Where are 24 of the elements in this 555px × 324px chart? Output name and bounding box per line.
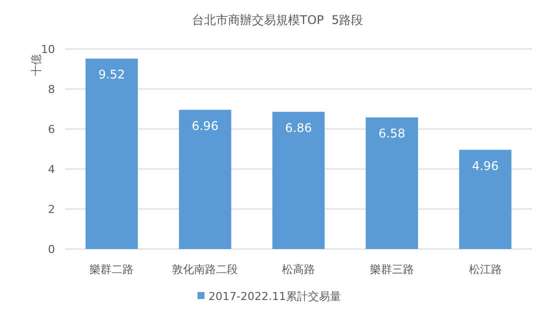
y-tick-label: 6 [48,123,55,136]
data-label: 6.86 [285,120,312,135]
data-label: 6.58 [378,126,406,140]
y-tick-label: 10 [41,43,55,56]
legend-label: 2017-2022.11累計交易量 [208,290,341,303]
bar [86,58,138,249]
bar [366,117,418,249]
bar [459,150,512,249]
data-label: 9.52 [98,68,126,82]
y-tick-label: 4 [48,163,55,176]
x-tick-label: 樂群三路 [370,263,414,276]
x-tick-label: 松高路 [282,263,315,276]
y-tick-label: 0 [48,243,55,256]
x-tick-label: 松江路 [468,263,502,276]
data-label: 6.96 [192,118,218,133]
x-tick-label: 敦化南路二段 [172,263,238,276]
y-tick-label: 2 [48,203,55,216]
bar [178,110,232,249]
bar [272,112,325,249]
x-tick-label: 樂群二路 [90,263,134,276]
y-tick-label: 8 [48,83,55,96]
chart-title: 台北市商辦交易規模TOP 5路段 [192,13,364,27]
data-label: 4.96 [472,158,499,173]
y-axis-title: 十億 [30,54,43,76]
